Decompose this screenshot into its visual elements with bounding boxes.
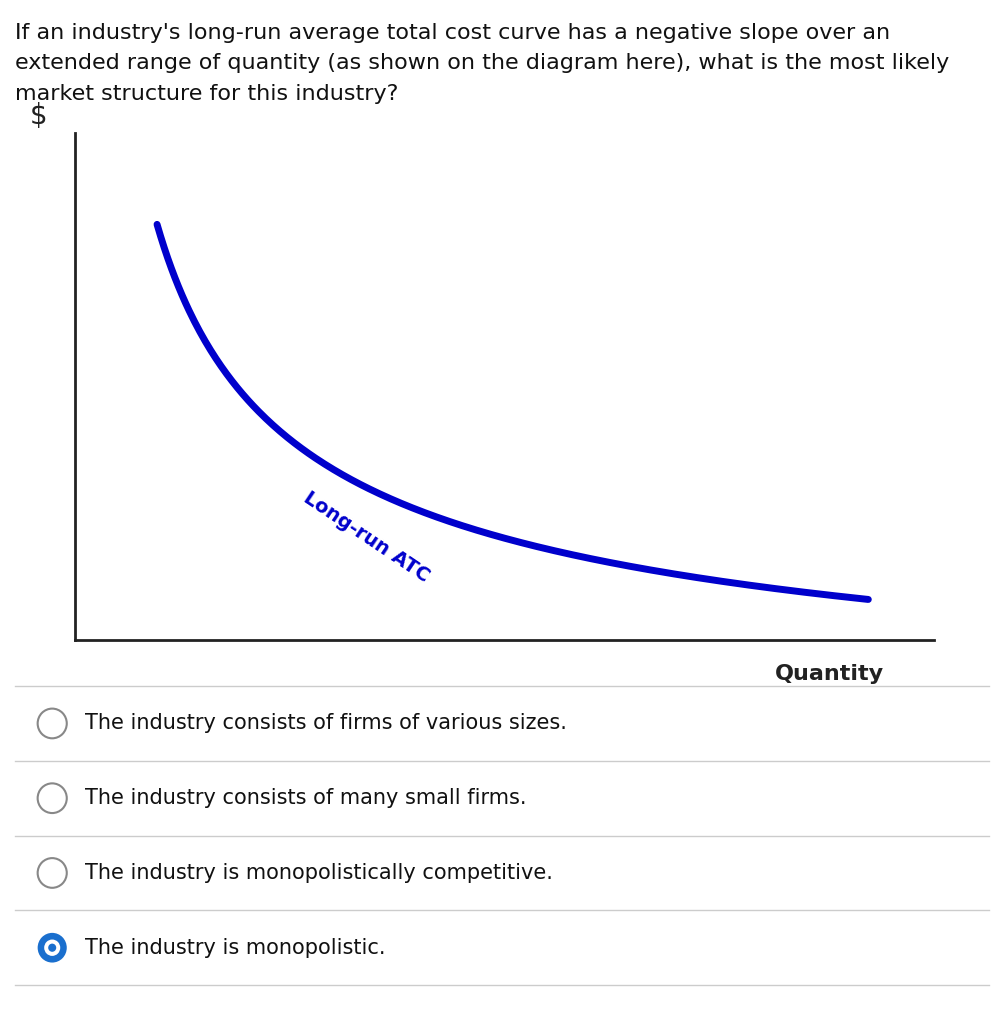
Text: The industry consists of firms of various sizes.: The industry consists of firms of variou… xyxy=(85,714,567,733)
Text: extended range of quantity (as shown on the diagram here), what is the most like: extended range of quantity (as shown on … xyxy=(15,53,949,74)
Text: The industry consists of many small firms.: The industry consists of many small firm… xyxy=(85,788,527,808)
Text: $: $ xyxy=(30,102,47,130)
Text: market structure for this industry?: market structure for this industry? xyxy=(15,84,398,104)
Text: If an industry's long-run average total cost curve has a negative slope over an: If an industry's long-run average total … xyxy=(15,23,890,43)
Text: Long-run ATC: Long-run ATC xyxy=(300,488,432,586)
Text: Quantity: Quantity xyxy=(773,664,883,684)
Text: The industry is monopolistic.: The industry is monopolistic. xyxy=(85,938,385,957)
Text: The industry is monopolistically competitive.: The industry is monopolistically competi… xyxy=(85,863,553,883)
